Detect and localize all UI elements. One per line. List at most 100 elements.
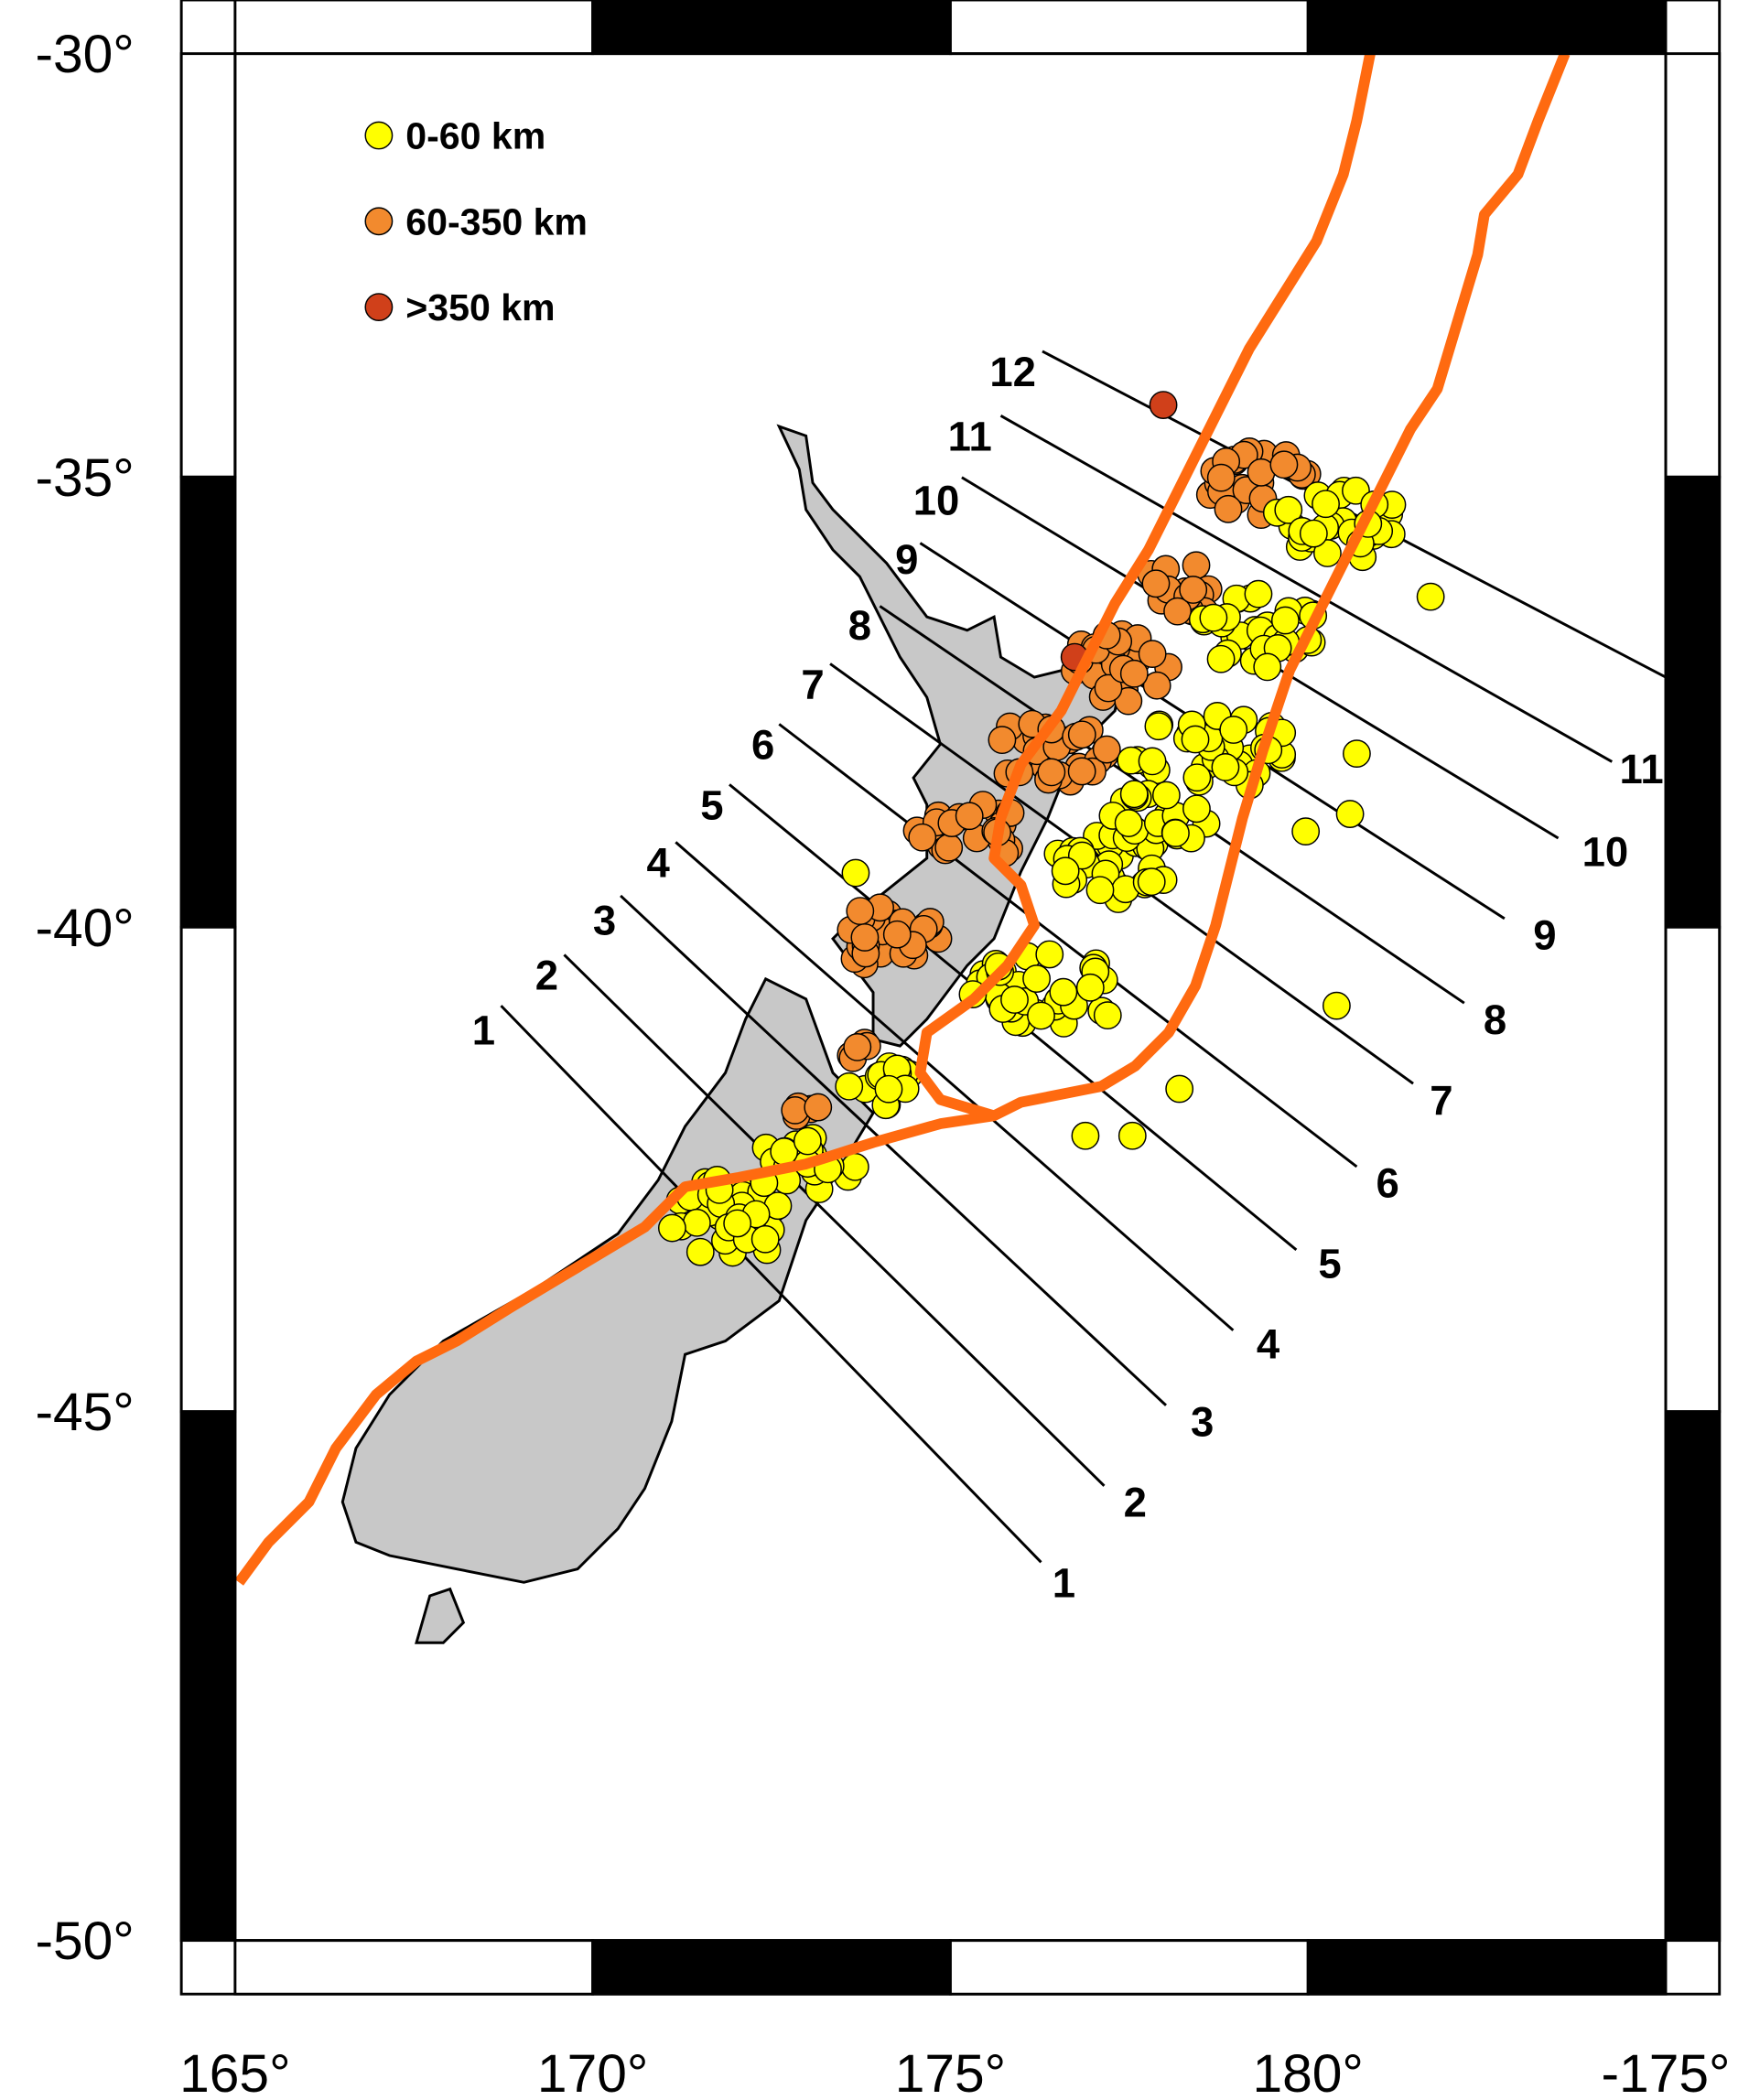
earthquake xyxy=(1182,794,1211,824)
lon-tick-label: 180° xyxy=(1253,2044,1364,2100)
earthquake xyxy=(770,1137,799,1166)
lat-tick-label: -50° xyxy=(35,1912,134,1971)
earthquake xyxy=(841,858,870,888)
earthquake xyxy=(793,1126,822,1156)
profile-label: 1 xyxy=(472,1007,495,1054)
profile-label: 3 xyxy=(593,897,616,943)
earthquake xyxy=(1119,780,1149,809)
earthquake xyxy=(840,1152,869,1181)
lat-tick-label: -40° xyxy=(35,899,134,958)
lon-tick-label: -175° xyxy=(1602,2044,1731,2100)
earthquake xyxy=(1144,712,1173,741)
stewart-island xyxy=(415,1587,466,1644)
profile-line xyxy=(563,953,1106,1487)
frame-bar xyxy=(948,1939,1310,1996)
earthquake xyxy=(988,726,1017,755)
frame-bar xyxy=(1664,475,1722,929)
profile-label: 5 xyxy=(1318,1241,1341,1287)
earthquake xyxy=(682,1208,711,1237)
earthquake xyxy=(1253,652,1282,682)
earthquake xyxy=(1335,800,1365,828)
earthquake xyxy=(1037,758,1066,787)
plate-boundary xyxy=(914,53,1376,1121)
earthquake xyxy=(934,833,964,862)
earthquake xyxy=(882,920,912,949)
profile-label: 12 xyxy=(989,349,1036,395)
earthquake xyxy=(1075,973,1105,1002)
legend-label: 0-60 km xyxy=(405,115,545,157)
plate-boundary xyxy=(234,53,1571,1586)
earthquake xyxy=(1165,1074,1194,1104)
frame-bar xyxy=(179,475,237,929)
profile-label: 7 xyxy=(1430,1077,1452,1124)
profile-label: 4 xyxy=(647,839,671,886)
lon-tick-label: 170° xyxy=(537,2044,648,2100)
earthquake xyxy=(1274,495,1303,524)
earthquake xyxy=(686,1237,715,1266)
earthquake xyxy=(1067,757,1096,786)
lat-tick-label: -45° xyxy=(35,1383,134,1442)
south-island xyxy=(340,976,875,1584)
earthquake xyxy=(955,802,984,831)
earthquake xyxy=(1214,494,1243,523)
earthquake xyxy=(1179,576,1208,604)
earthquake xyxy=(1151,781,1181,810)
frame-bar xyxy=(948,0,1310,56)
frame-bar xyxy=(1664,925,1722,1414)
earthquake xyxy=(1071,1121,1100,1150)
earthquake xyxy=(1114,809,1143,837)
legend-marker xyxy=(364,293,394,321)
profile-label: 4 xyxy=(1257,1321,1280,1368)
profile-label: 11 xyxy=(1620,746,1664,792)
earthquake xyxy=(1119,659,1149,688)
profile-label: 10 xyxy=(1582,829,1629,876)
profile-label: 6 xyxy=(1377,1160,1399,1207)
earthquake xyxy=(1181,725,1210,754)
earthquake xyxy=(1092,735,1121,764)
earthquake xyxy=(1117,1121,1147,1150)
lat-tick-label: -35° xyxy=(35,448,134,508)
earthquake xyxy=(1035,940,1064,969)
profile-line xyxy=(999,415,1614,763)
earthquake xyxy=(1000,985,1029,1014)
earthquake xyxy=(1051,856,1080,886)
profile-label: 11 xyxy=(948,413,992,459)
profile-line xyxy=(500,1005,1042,1564)
north-island xyxy=(776,424,1130,1048)
frame-bar xyxy=(179,925,237,1414)
earthquake xyxy=(1094,673,1123,703)
profile-line xyxy=(675,841,1235,1331)
legend-label: >350 km xyxy=(405,286,555,328)
earthquake xyxy=(1049,977,1078,1007)
profile-label: 7 xyxy=(801,662,824,708)
earthquake xyxy=(1312,490,1340,519)
earthquake xyxy=(1206,463,1236,492)
profile-label: 9 xyxy=(1533,912,1556,959)
earthquake xyxy=(1138,747,1167,776)
earthquake xyxy=(1093,1001,1122,1030)
earthquake xyxy=(1027,1001,1055,1030)
earthquake xyxy=(1199,603,1228,632)
lat-tick-label: -30° xyxy=(35,25,134,84)
earthquake xyxy=(1138,640,1167,669)
profile-label: 2 xyxy=(1124,1480,1147,1526)
earthquake xyxy=(1182,551,1211,580)
earthquake xyxy=(908,823,937,852)
earthquake xyxy=(1291,817,1321,846)
earthquake xyxy=(804,1093,833,1122)
frame-inner xyxy=(233,52,1668,1943)
earthquake xyxy=(874,1074,903,1104)
earthquake xyxy=(846,897,875,925)
earthquake xyxy=(1206,644,1236,673)
earthquake xyxy=(1149,391,1178,419)
earthquake xyxy=(1211,753,1240,781)
earthquake xyxy=(1299,519,1328,548)
earthquake xyxy=(843,1033,872,1061)
earthquake xyxy=(1137,867,1166,897)
earthquake xyxy=(1313,539,1342,567)
frame-bar xyxy=(233,1939,595,1996)
earthquake xyxy=(1269,450,1299,479)
earthquake xyxy=(723,1209,752,1238)
